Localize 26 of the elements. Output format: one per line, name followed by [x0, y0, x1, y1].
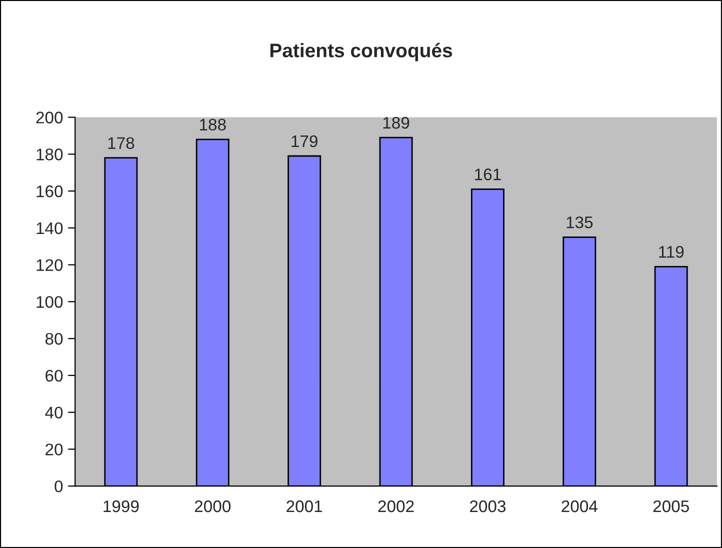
data-label: 119 [659, 246, 684, 258]
y-tick-label: 60 [46, 370, 63, 382]
x-tick-label: 2002 [378, 500, 414, 512]
y-tick-label: 40 [45, 406, 63, 419]
data-label: 135 [566, 216, 593, 228]
y-tick-label: 200 [36, 112, 63, 124]
y-tick-label: 140 [36, 222, 63, 234]
y-tick-label: 180 [36, 148, 63, 160]
x-tick-label: 2000 [194, 500, 231, 512]
data-label: 188 [200, 118, 226, 131]
y-tick-label: 0 [54, 480, 63, 492]
data-label: 178 [108, 137, 134, 149]
data-label: 179 [292, 135, 318, 148]
x-tick-label: 2004 [562, 500, 598, 512]
y-tick-label: 100 [36, 296, 63, 308]
y-tick-label: 20 [46, 444, 63, 456]
chart-title: Patients convoqués [270, 42, 452, 62]
y-tick-label: 80 [45, 332, 63, 345]
x-tick-label: 1999 [104, 500, 139, 512]
x-tick-label: 2001 [286, 500, 322, 512]
data-label: 161 [475, 168, 501, 180]
y-tick-label: 120 [36, 259, 63, 271]
data-label: 189 [383, 116, 410, 129]
x-tick-label: 2005 [653, 500, 689, 512]
y-tick-label: 160 [36, 185, 63, 198]
x-tick-label: 2003 [470, 500, 506, 512]
